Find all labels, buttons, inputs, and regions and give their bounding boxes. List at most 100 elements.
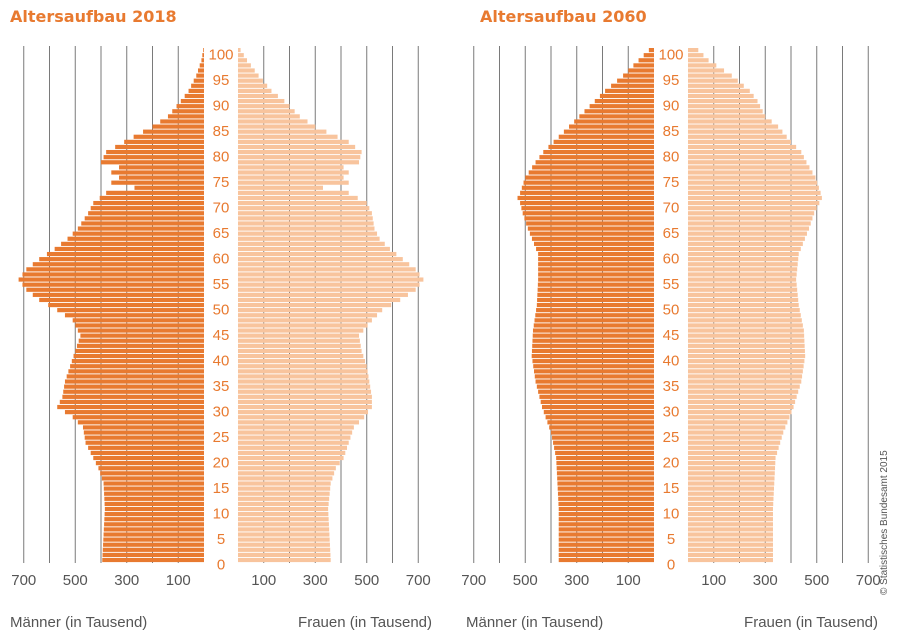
bar-male: [555, 450, 654, 456]
bar-female: [238, 53, 244, 58]
bar-female: [688, 160, 807, 165]
bar-male: [68, 369, 204, 374]
bar-female: [238, 353, 364, 359]
bar-male: [78, 338, 204, 343]
bar-female: [238, 267, 416, 272]
bar-male: [72, 415, 204, 420]
xlabel-women-2018: Frauen (in Tausend): [298, 614, 432, 631]
age-tick-label: 15: [663, 480, 680, 497]
bar-female: [238, 501, 329, 507]
bar-female: [688, 195, 822, 201]
bar-female: [238, 338, 360, 343]
bar-female: [688, 73, 732, 78]
bar-female: [238, 175, 344, 180]
bar-female: [238, 109, 295, 114]
bar-female: [238, 486, 331, 491]
bar-male: [548, 144, 654, 150]
age-tick-label: 0: [217, 556, 225, 573]
bar-male: [73, 353, 205, 359]
bar-female: [238, 68, 255, 73]
bar-male: [104, 522, 204, 527]
bar-male: [521, 206, 654, 211]
bar-female: [238, 246, 390, 252]
bar-female: [238, 496, 330, 501]
bar-male: [77, 226, 204, 231]
bar-male: [541, 404, 654, 410]
bar-female: [238, 190, 349, 195]
age-tick-label: 90: [213, 98, 230, 115]
bar-female: [688, 165, 810, 170]
bar-male: [633, 63, 654, 68]
bar-male: [39, 297, 205, 303]
bar-male: [535, 379, 654, 384]
bar-female: [688, 466, 776, 471]
bar-female: [688, 226, 810, 231]
bar-female: [688, 496, 774, 501]
bar-female: [238, 328, 364, 333]
bar-female: [688, 394, 797, 399]
bar-female: [238, 149, 362, 155]
bar-female: [688, 338, 805, 343]
bar-female: [238, 119, 308, 124]
x-tick-label: 500: [513, 572, 538, 589]
bar-male: [196, 73, 204, 78]
bar-male: [517, 195, 654, 201]
bar-male: [93, 200, 204, 206]
bar-male: [535, 160, 654, 165]
bar-male: [532, 338, 654, 343]
bar-female: [688, 532, 773, 537]
bar-female: [238, 165, 344, 170]
bar-male: [64, 379, 204, 384]
bar-male: [104, 496, 204, 501]
bar-female: [688, 481, 775, 486]
bar-female: [238, 129, 327, 134]
xlabel-men-2060: Männer (in Tausend): [466, 614, 603, 631]
bar-male: [84, 216, 204, 221]
age-tick-label: 60: [213, 251, 230, 268]
bar-male: [540, 399, 654, 405]
bar-male: [584, 109, 654, 114]
bar-male: [93, 455, 204, 461]
age-tick-label: 55: [213, 276, 230, 293]
bar-female: [238, 231, 378, 236]
bar-male: [119, 165, 204, 170]
bar-male: [623, 73, 654, 78]
bar-male: [558, 527, 654, 532]
bar-female: [688, 231, 807, 236]
bar-male: [539, 155, 654, 160]
bar-female: [238, 313, 378, 318]
bar-female: [688, 93, 754, 99]
bar-male: [172, 109, 204, 114]
bar-female: [688, 512, 773, 517]
bar-male: [558, 557, 654, 563]
bar-male: [18, 277, 204, 282]
bar-female: [688, 491, 774, 496]
bar-male: [199, 63, 204, 68]
age-tick-label: 5: [667, 531, 675, 548]
bar-female: [688, 359, 805, 364]
bar-male: [90, 206, 204, 211]
bar-female: [688, 476, 775, 481]
bar-female: [688, 522, 773, 527]
bar-female: [238, 425, 354, 430]
bar-female: [688, 139, 791, 144]
bar-male: [552, 435, 654, 440]
age-tick-label: 30: [663, 403, 680, 420]
bar-male: [527, 226, 654, 231]
bar-female: [238, 221, 374, 226]
bar-female: [688, 180, 818, 185]
bar-male: [557, 481, 654, 486]
bar-male: [106, 149, 204, 155]
bar-female: [238, 522, 329, 527]
bar-female: [688, 445, 779, 450]
bar-female: [688, 425, 786, 430]
bar-male: [558, 506, 654, 512]
bar-male: [88, 211, 204, 216]
bar-female: [688, 323, 803, 328]
age-tick-label: 90: [663, 98, 680, 115]
bar-male: [84, 435, 204, 440]
bar-male: [101, 476, 204, 481]
bar-female: [688, 547, 773, 552]
bar-female: [238, 282, 420, 287]
bar-male: [100, 471, 204, 476]
